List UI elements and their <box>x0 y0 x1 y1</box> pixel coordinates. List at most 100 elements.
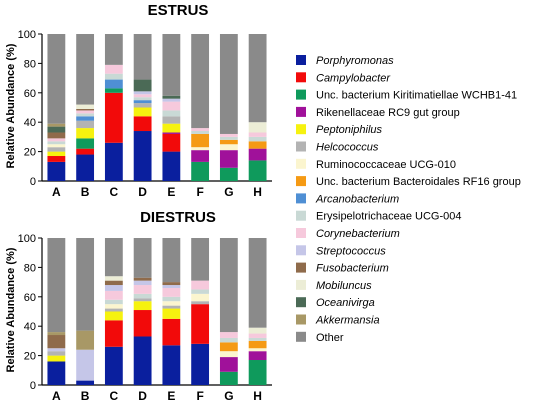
legend-swatch <box>296 262 306 273</box>
y-tick-label: 60 <box>24 88 36 100</box>
category-label-H: H <box>253 185 262 199</box>
bar-segment-E-helcococcus <box>162 305 181 309</box>
bar-segment-D-corynebacterium <box>133 285 152 294</box>
bar-segment-C-ruminococcaceae-ucg-010 <box>104 304 123 309</box>
bar-segment-D-fusobacterium <box>133 277 152 281</box>
bar-segment-C-porphyromonas <box>104 142 123 181</box>
bar-segment-B-streptococcus <box>76 349 95 381</box>
bar-segment-D-porphyromonas <box>133 336 152 385</box>
bar-segment-F-erysipelotrichaceae-ucg-004 <box>191 289 210 294</box>
bar-segment-G-unc-bacterium-bacteroidales-rf16-group <box>219 342 238 352</box>
bar-segment-E-corynebacterium <box>162 101 181 111</box>
bar-segment-H-unc-bacterium-kiritimatiellae-wchb1-41 <box>248 360 267 385</box>
bar-segment-D-streptococcus <box>133 280 152 286</box>
bar-segment-D-erysipelotrichaceae-ucg-004 <box>133 293 152 299</box>
legend-swatch <box>296 314 306 325</box>
bar-segment-G-corynebacterium <box>219 332 238 338</box>
estrus-title: ESTRUS <box>148 2 209 19</box>
bar-segment-E-streptococcus <box>162 98 181 102</box>
legend-swatch <box>296 55 306 65</box>
bar-segment-G-corynebacterium <box>219 133 238 137</box>
category-label-D: D <box>138 389 147 403</box>
bar-segment-E-streptococcus <box>162 285 181 288</box>
legend-swatch <box>296 210 306 221</box>
bar-segment-D-other <box>133 34 152 80</box>
bar-segment-H-unc-bacterium-kiritimatiellae-wchb1-41 <box>248 160 267 181</box>
bar-segment-A-helcococcus <box>47 351 66 356</box>
bar-segment-C-other <box>104 238 123 277</box>
category-label-D: D <box>138 185 147 199</box>
category-label-B: B <box>81 185 90 199</box>
diestrus-y-axis-label: Relative Abundance (%) <box>5 247 17 372</box>
category-label-G: G <box>224 185 233 199</box>
bar-segment-B-erysipelotrichaceae-ucg-004 <box>76 113 95 117</box>
bar-segment-A-fusobacterium <box>47 335 66 349</box>
legend-label: Unc. bacterium Bacteroidales RF16 group <box>316 176 521 188</box>
bar-segment-A-campylobacter <box>47 156 66 162</box>
bar-segment-H-ruminococcaceae-ucg-010 <box>248 348 267 352</box>
estrus-y-axis-label: Relative Abundance (%) <box>5 43 17 168</box>
bar-segment-F-ruminococcaceae-ucg-010 <box>191 147 210 151</box>
y-tick-label: 0 <box>30 380 36 392</box>
bar-segment-H-mobiluncus <box>248 122 267 133</box>
category-label-C: C <box>110 389 119 403</box>
legend-swatch <box>296 193 306 204</box>
bar-segment-A-porphyromonas <box>47 161 66 181</box>
legend-label: Unc. bacterium Kiritimatiellae WCHB1-41 <box>316 90 517 102</box>
bar-segment-E-porphyromonas <box>162 345 181 385</box>
legend-swatch <box>296 331 306 342</box>
bar-segment-C-campylobacter <box>104 92 123 143</box>
category-label-C: C <box>110 185 119 199</box>
legend-label: Porphyromonas <box>316 55 394 67</box>
bar-segment-D-oceanivirga <box>133 79 152 92</box>
bar-segment-G-ruminococcaceae-ucg-010 <box>219 144 238 151</box>
bar-segment-H-rikenellaceae-rc9-gut-group <box>248 148 267 161</box>
y-tick-label: 80 <box>24 58 36 70</box>
legend-label: Campylobacter <box>316 72 391 84</box>
bar-segment-D-peptoniphilus <box>133 301 152 311</box>
bar-segment-A-akkermansia <box>47 332 66 336</box>
bar-segment-D-other <box>133 238 152 278</box>
bar-segment-F-corynebacterium <box>191 128 210 132</box>
bar-segment-H-other <box>248 34 267 123</box>
legend-label: Arcanobacterium <box>315 193 399 205</box>
legend-label: Fusobacterium <box>316 263 389 275</box>
bar-segment-B-mobiluncus <box>76 104 95 109</box>
bar-segment-C-corynebacterium <box>104 290 123 300</box>
category-label-H: H <box>253 389 262 403</box>
legend-swatch <box>296 245 306 256</box>
bar-segment-B-fusobacterium <box>76 108 95 111</box>
y-tick-label: 40 <box>24 321 36 333</box>
bar-segment-A-helcococcus <box>47 147 66 152</box>
y-tick-label: 20 <box>24 147 36 159</box>
diestrus-panel: DIESTRUS Relative Abundance (%) 0 20 40 60 8… <box>5 209 272 403</box>
y-tick-label: 0 <box>30 176 36 188</box>
bar-segment-E-oceanivirga <box>162 95 181 99</box>
bar-segment-D-porphyromonas <box>133 131 152 181</box>
bar-segment-C-campylobacter <box>104 320 123 347</box>
bar-segment-E-other <box>162 34 181 96</box>
bar-segment-D-arcanobacterium <box>133 100 152 104</box>
bar-segment-E-rikenellaceae-rc9-gut-group <box>162 132 181 134</box>
bar-segment-C-mobiluncus <box>104 276 123 281</box>
bar-segment-D-peptoniphilus <box>133 107 152 117</box>
bar-segment-A-fusobacterium <box>47 132 66 139</box>
bar-segment-H-corynebacterium <box>248 132 267 137</box>
bar-segment-C-fusobacterium <box>104 280 123 286</box>
bar-segment-B-peptoniphilus <box>76 128 95 139</box>
bar-segment-F-campylobacter <box>191 304 210 344</box>
bar-segment-D-streptococcus <box>133 91 152 95</box>
bar-segment-C-porphyromonas <box>104 346 123 385</box>
y-tick-label: 100 <box>18 233 36 245</box>
bar-segment-A-other <box>47 34 66 124</box>
bar-segment-H-unc-bacterium-bacteroidales-rf16-group <box>248 340 267 349</box>
bar-segment-A-erysipelotrichaceae-ucg-004 <box>47 141 66 145</box>
bar-segment-G-unc-bacterium-kiritimatiellae-wchb1-41 <box>219 167 238 181</box>
bar-segment-G-rikenellaceae-rc9-gut-group <box>219 357 238 372</box>
bar-segment-H-unc-bacterium-bacteroidales-rf16-group <box>248 141 267 149</box>
bar-segment-G-other <box>219 34 238 134</box>
bar-segment-E-helcococcus <box>162 116 181 124</box>
legend-swatch <box>296 176 306 187</box>
bar-segment-E-porphyromonas <box>162 151 181 181</box>
category-label-F: F <box>196 389 203 403</box>
